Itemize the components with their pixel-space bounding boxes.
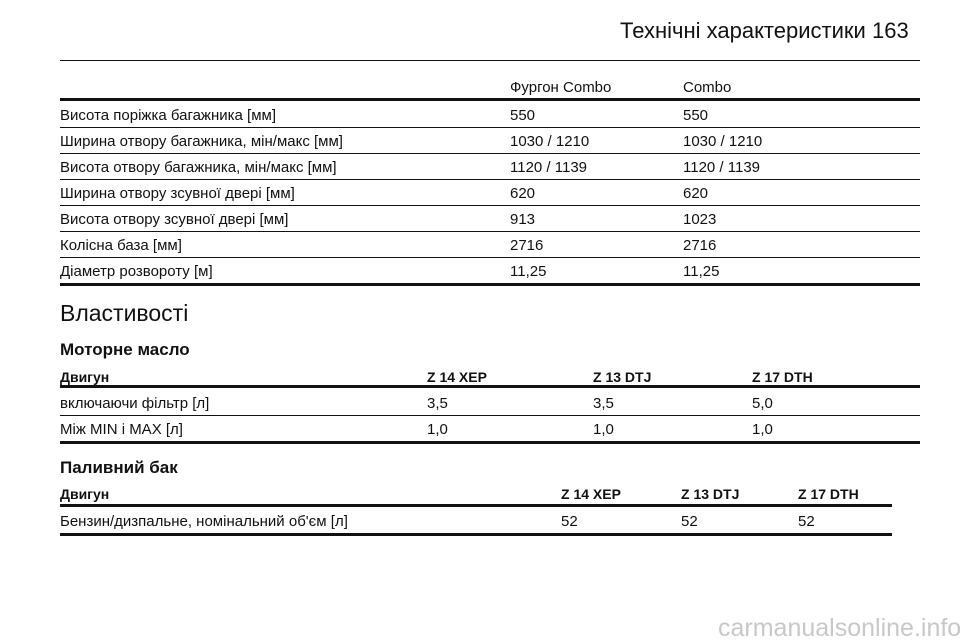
row-label: Діаметр розвороту [м] — [60, 263, 213, 280]
rule — [60, 504, 892, 507]
subsection-title: Моторне масло — [60, 340, 190, 359]
rule — [60, 283, 920, 286]
rule — [60, 257, 920, 258]
rule — [60, 205, 920, 206]
row-label: Між MIN і MAX [л] — [60, 421, 183, 438]
cell: 1030 / 1210 — [683, 133, 763, 150]
row-label: Ширина отвору зсувної дверi [мм] — [60, 185, 295, 202]
cell: 1,0 — [593, 421, 614, 438]
cell: 2716 — [683, 237, 717, 254]
row-label: включаючи фільтр [л] — [60, 395, 210, 412]
cell: 1120 / 1139 — [683, 159, 761, 176]
cell: 5,0 — [752, 395, 773, 412]
row-label: Висота поріжка багажника [мм] — [60, 107, 276, 124]
column-header: Фургон Combo — [510, 79, 612, 96]
rule — [60, 179, 920, 180]
cell: 620 — [683, 185, 709, 202]
rule — [60, 127, 920, 128]
cell: 3,5 — [427, 395, 448, 412]
rule — [60, 231, 920, 232]
column-header: Z 13 DTJ — [681, 486, 740, 502]
rule — [60, 98, 920, 101]
cell: 550 — [683, 107, 709, 124]
column-header: Z 14 XEP — [561, 486, 621, 502]
rule — [60, 385, 920, 388]
cell: 550 — [510, 107, 536, 124]
row-label: Висота отвору багажника, мін/макс [мм] — [60, 159, 337, 176]
cell: 52 — [561, 513, 578, 530]
column-header: Combo — [683, 79, 732, 96]
cell: 11,25 — [683, 263, 720, 280]
section-title: Властивості — [60, 300, 189, 326]
cell: 1023 — [683, 211, 717, 228]
cell: 1030 / 1210 — [510, 133, 590, 150]
cell: 11,25 — [510, 263, 547, 280]
row-label: Колісна база [мм] — [60, 237, 182, 254]
row-label: Ширина отвору багажника, мін/макс [мм] — [60, 133, 343, 150]
column-header: Двигун — [60, 369, 110, 385]
rule — [60, 533, 892, 536]
cell: 1,0 — [427, 421, 448, 438]
rule — [60, 441, 920, 444]
cell: 3,5 — [593, 395, 614, 412]
column-header: Z 13 DTJ — [593, 369, 652, 385]
column-header: Z 14 XEP — [427, 369, 487, 385]
cell: 52 — [798, 513, 815, 530]
cell: 2716 — [510, 237, 544, 254]
column-header: Двигун — [60, 486, 110, 502]
rule — [60, 415, 920, 416]
watermark: carmanualsonline.info — [718, 614, 960, 642]
column-header: Z 17 DTH — [798, 486, 859, 502]
rule — [60, 153, 920, 154]
subsection-title: Паливний бак — [60, 458, 178, 477]
cell: 52 — [681, 513, 698, 530]
cell: 1120 / 1139 — [510, 159, 588, 176]
cell: 620 — [510, 185, 536, 202]
cell: 1,0 — [752, 421, 773, 438]
row-label: Бензин/дизпальне, номінальний об'єм [л] — [60, 513, 348, 530]
row-label: Висота отвору зсувної дверi [мм] — [60, 211, 289, 228]
page-number: 163 — [872, 18, 909, 43]
cell: 913 — [510, 211, 536, 228]
page-title: Технічні характеристики — [620, 18, 866, 43]
rule — [60, 60, 920, 61]
column-header: Z 17 DTH — [752, 369, 813, 385]
